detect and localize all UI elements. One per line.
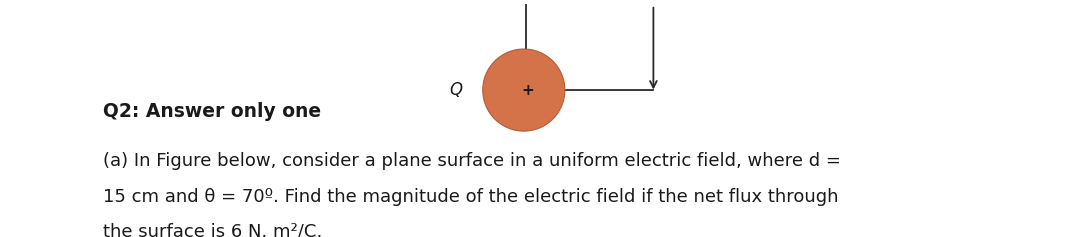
- Text: 15 cm and θ = 70º. Find the magnitude of the electric field if the net flux thro: 15 cm and θ = 70º. Find the magnitude of…: [103, 188, 838, 206]
- Text: Q2: Answer only one: Q2: Answer only one: [103, 102, 321, 121]
- Text: (a) In Figure below, consider a plane surface in a uniform electric field, where: (a) In Figure below, consider a plane su…: [103, 152, 840, 170]
- Text: Q: Q: [449, 81, 462, 99]
- Ellipse shape: [483, 49, 565, 131]
- Text: +: +: [522, 82, 535, 98]
- Text: the surface is 6 N. m²/C,: the surface is 6 N. m²/C,: [103, 223, 322, 237]
